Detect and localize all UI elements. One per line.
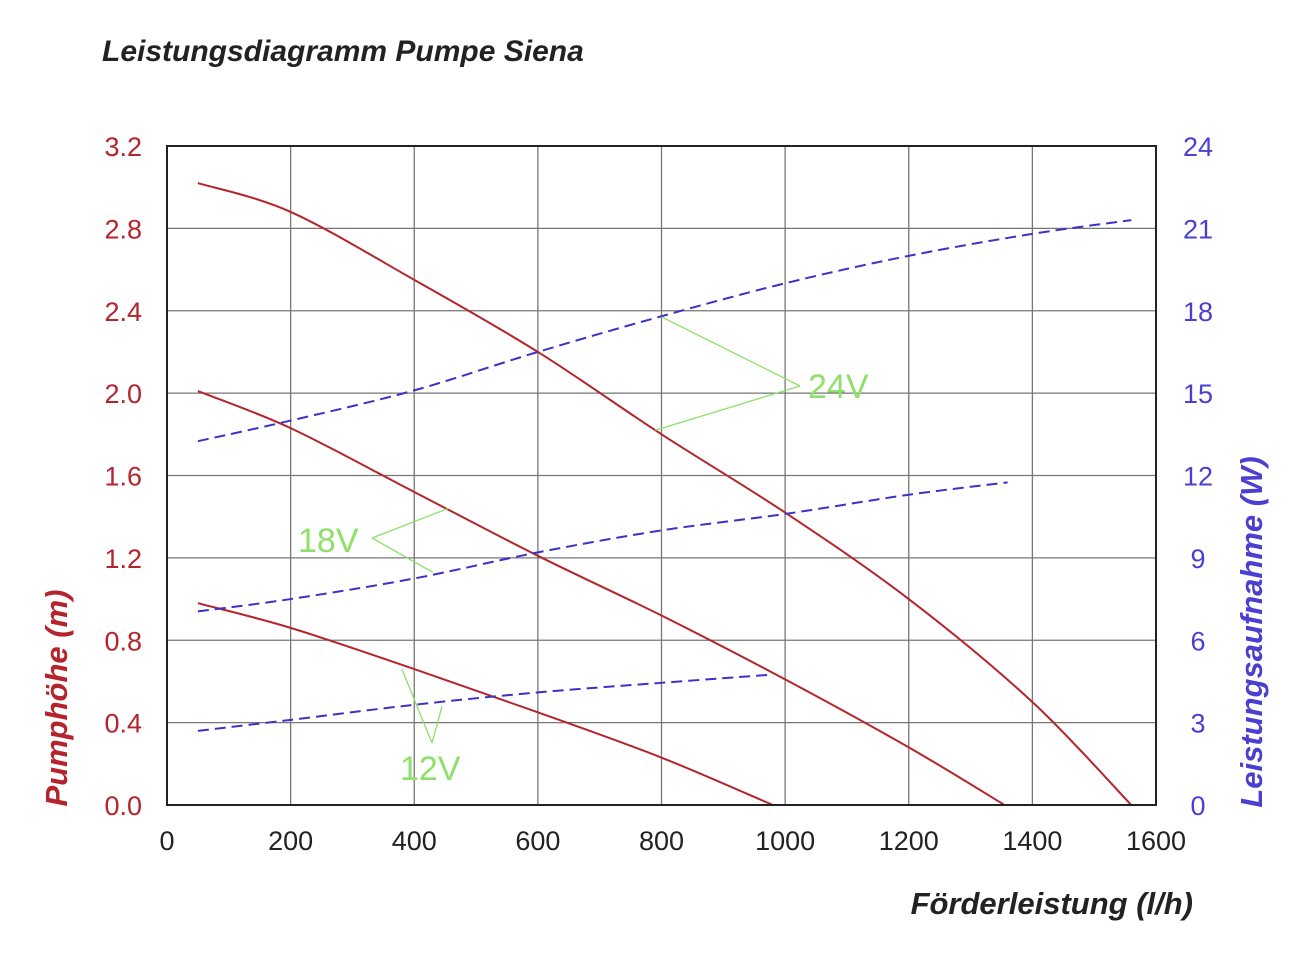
annotation-label: 18V [298,522,359,560]
x-tick-label: 1000 [755,826,815,856]
annotation-leader-line [371,537,434,573]
x-tick-label: 200 [268,826,313,856]
series-lines [197,182,1133,806]
head-curve-18V [197,390,1006,806]
head-curve-24V [197,182,1133,806]
y2-tick-label: 15 [1183,379,1213,409]
y-tick-label: 0.4 [104,709,142,739]
annotation-label: 24V [808,368,869,406]
annotation-leader-line [371,507,449,539]
annotation-label: 12V [400,750,461,788]
x-tick-label: 800 [639,826,684,856]
y2-tick-label: 0 [1190,791,1205,821]
y2-tick-label: 6 [1190,626,1205,656]
y-tick-label: 0.8 [104,626,142,656]
x-tick-label: 400 [392,826,437,856]
annotation-leader-line [661,316,801,387]
y2-tick-label: 9 [1190,544,1205,574]
y2-tick-label: 21 [1183,214,1213,244]
y-axis-label: Pumphöhe (m) [39,590,74,807]
annotation-leader-line [401,668,433,744]
y2-tick-label: 12 [1183,462,1213,492]
head-curve-12V [197,602,774,806]
power-curve-18V [197,481,1008,613]
y-tick-label: 2.4 [104,297,142,327]
annotation-leader-line [655,385,801,431]
y2-axis-label: Leistungsaufnahme (W) [1234,456,1269,807]
x-tick-label: 0 [159,826,174,856]
grid [166,145,1157,806]
y2-tick-label: 18 [1183,297,1213,327]
chart-title: Leistungsdiagramm Pumpe Siena [102,35,584,68]
plot-frame [166,145,1157,806]
y2-tick-label: 3 [1190,709,1205,739]
power-curve-24V [197,219,1132,443]
y-tick-label: 1.6 [104,462,142,492]
y-tick-label: 3.2 [104,132,142,162]
x-tick-label: 1200 [879,826,939,856]
annotations: 24V 18V 12V [298,316,869,788]
y2-tick-label: 24 [1183,132,1213,162]
y-tick-label: 1.2 [104,544,142,574]
y-tick-label: 2.0 [104,379,142,409]
y-tick-label: 2.8 [104,214,142,244]
power-curve-12V [197,673,773,732]
x-axis-label: Förderleistung (l/h) [911,886,1193,921]
x-tick-label: 1400 [1002,826,1062,856]
y-tick-label: 0.0 [104,791,142,821]
x-tick-label: 1600 [1126,826,1186,856]
annotation-leader-line [431,705,443,744]
x-tick-label: 600 [515,826,560,856]
tick-labels: 0 200 400 600 800 1000 1200 1400 1600 0.0 0.4 0.8 1.… [104,132,1213,856]
